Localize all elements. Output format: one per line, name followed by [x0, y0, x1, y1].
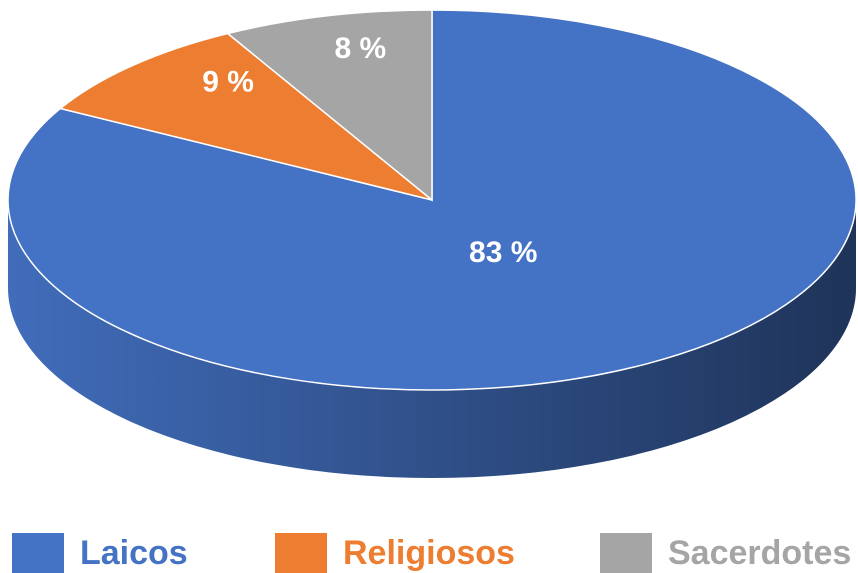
slice	[226, 9, 433, 202]
slice-label: 83 %	[469, 236, 537, 269]
legend-label: Sacerdotes	[668, 534, 851, 572]
slice	[58, 32, 433, 201]
slice-label: 9 %	[202, 66, 254, 99]
legend-swatch	[600, 533, 652, 573]
legend-label: Laicos	[80, 534, 188, 572]
legend-label: Religiosos	[343, 534, 515, 572]
legend-swatch	[275, 533, 327, 573]
slice-side-shade	[8, 200, 856, 478]
legend-swatch	[12, 533, 64, 573]
slice-label: 8 %	[334, 32, 386, 65]
